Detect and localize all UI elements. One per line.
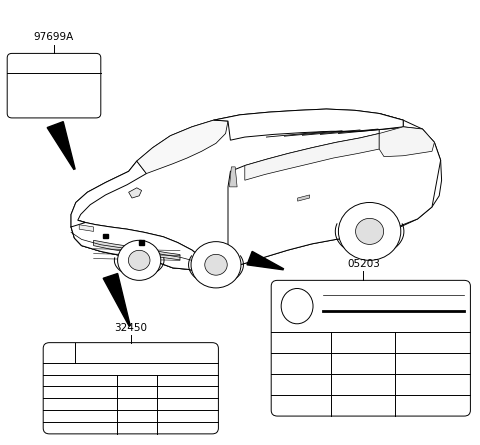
Bar [103,234,108,238]
Circle shape [118,240,161,280]
Polygon shape [228,113,441,268]
Circle shape [356,218,384,244]
Circle shape [205,255,227,275]
Polygon shape [247,251,283,270]
Bar [139,240,144,245]
Polygon shape [47,121,75,170]
FancyBboxPatch shape [271,280,470,416]
Polygon shape [79,225,94,231]
Ellipse shape [281,288,313,324]
Polygon shape [379,127,434,157]
Text: 32450: 32450 [114,323,147,333]
Polygon shape [94,240,180,260]
Circle shape [338,202,401,260]
FancyBboxPatch shape [43,343,218,434]
Circle shape [128,250,150,270]
Polygon shape [71,161,146,227]
Polygon shape [298,195,310,201]
Polygon shape [245,134,379,180]
Polygon shape [137,120,228,174]
Text: 05203: 05203 [347,259,380,269]
Polygon shape [71,220,202,271]
Circle shape [191,242,241,288]
Polygon shape [71,109,442,271]
FancyBboxPatch shape [7,53,101,118]
Polygon shape [214,109,403,140]
Polygon shape [103,274,130,326]
Polygon shape [229,167,237,187]
Polygon shape [129,188,142,198]
Polygon shape [71,220,202,271]
Text: 97699A: 97699A [34,32,74,42]
